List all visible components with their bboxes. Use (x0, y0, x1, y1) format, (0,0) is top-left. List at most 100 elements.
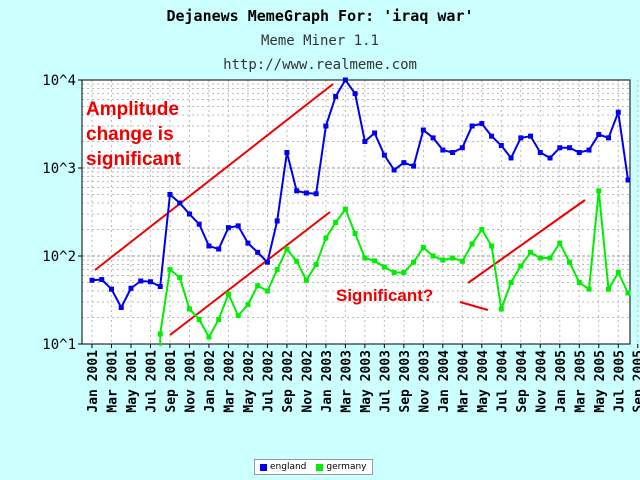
data-point-germany (430, 253, 436, 259)
chart-url: http://www.realmeme.com (223, 57, 417, 73)
data-point-germany (508, 279, 514, 285)
data-point-germany (196, 316, 202, 322)
data-point-england (284, 150, 290, 156)
data-point-england (479, 121, 485, 127)
data-point-germany (450, 255, 456, 261)
x-tick-label: Jan 2004 (437, 350, 452, 413)
data-point-england (381, 152, 387, 158)
x-tick-label: Nov 2001 (183, 350, 198, 413)
data-point-england (352, 91, 358, 97)
data-point-england (167, 191, 173, 197)
legend-swatch-germany (316, 463, 324, 471)
annotation-significant: Significant? (336, 286, 433, 305)
data-point-england (342, 77, 348, 83)
x-tick-label: Sep 2001 (164, 350, 179, 413)
data-point-germany (391, 269, 397, 275)
data-point-germany (323, 235, 329, 241)
data-point-england (323, 123, 329, 129)
x-tick-label: May 2002 (242, 350, 257, 413)
data-point-germany (625, 290, 631, 296)
data-point-germany (615, 269, 621, 275)
legend: england germany (254, 459, 373, 475)
data-point-england (420, 127, 426, 133)
x-tick-label: Sep 2005 (632, 350, 640, 413)
data-point-germany (333, 220, 339, 226)
legend-item-england: england (260, 462, 306, 472)
data-point-germany (313, 262, 319, 268)
y-tick-label: 10^2 (42, 249, 76, 265)
x-tick-label: Jul 2005 (612, 350, 627, 413)
data-point-england (196, 221, 202, 227)
data-point-england (606, 135, 612, 141)
data-point-england (177, 200, 183, 206)
data-point-germany (303, 277, 309, 283)
data-point-england (450, 150, 456, 156)
data-point-germany (411, 259, 417, 265)
data-point-germany (469, 241, 475, 247)
data-point-germany (606, 286, 612, 292)
data-point-germany (264, 288, 270, 294)
data-point-england (108, 286, 114, 292)
data-point-england (508, 155, 514, 161)
data-point-england (411, 163, 417, 169)
legend-label-england: england (270, 462, 307, 472)
x-tick-label: Sep 2003 (398, 350, 413, 413)
plot-frame (81, 79, 631, 345)
data-point-england (459, 145, 465, 151)
data-point-england (528, 133, 534, 139)
x-tick-label: Jan 2002 (203, 350, 218, 413)
data-point-germany (216, 316, 222, 322)
annotation-line (459, 301, 489, 311)
x-tick-label: Sep 2002 (281, 350, 296, 413)
data-point-england (225, 225, 231, 231)
data-point-england (362, 139, 368, 145)
legend-item-germany: germany (316, 462, 367, 472)
data-point-england (440, 147, 446, 153)
legend-label-germany: germany (326, 462, 367, 472)
data-point-germany (420, 244, 426, 250)
x-tick-label: Jan 2005 (554, 350, 569, 413)
x-tick-label: Jul 2003 (378, 350, 393, 413)
data-point-germany (206, 334, 212, 340)
data-point-germany (352, 231, 358, 237)
data-point-germany (401, 269, 407, 275)
y-tick-label: 10^1 (42, 337, 76, 353)
data-point-england (391, 167, 397, 173)
data-point-england (186, 211, 192, 217)
data-point-england (489, 133, 495, 139)
data-point-germany (381, 264, 387, 270)
x-tick-label: Jan 2003 (320, 350, 335, 413)
x-tick-label: May 2004 (476, 350, 491, 413)
x-tick-label: Sep 2004 (515, 350, 530, 413)
data-point-england (576, 150, 582, 156)
data-point-germany (167, 267, 173, 273)
x-tick-label: Jul 2001 (144, 350, 159, 413)
x-tick-label: Mar 2001 (105, 350, 120, 413)
data-point-germany (342, 206, 348, 212)
data-point-germany (225, 291, 231, 297)
data-point-germany (255, 283, 261, 289)
chart-subtitle: Meme Miner 1.1 (260, 33, 379, 49)
data-point-england (99, 277, 105, 283)
data-point-england (274, 218, 280, 224)
x-tick-label: May 2005 (593, 350, 608, 413)
y-tick-label: 10^4 (42, 73, 76, 89)
x-tick-label: Mar 2003 (339, 350, 354, 413)
data-point-germany (567, 259, 573, 265)
data-point-england (401, 160, 407, 166)
data-point-germany (528, 249, 534, 255)
data-point-germany (284, 246, 290, 252)
data-point-germany (177, 274, 183, 280)
x-tick-label: Jan 2001 (86, 350, 101, 413)
data-point-england (615, 109, 621, 115)
data-point-england (264, 259, 270, 265)
data-point-england (216, 246, 222, 252)
x-tick-label: May 2003 (359, 350, 374, 413)
x-tick-label: Nov 2003 (417, 350, 432, 413)
data-point-england (118, 304, 124, 310)
data-point-england (206, 243, 212, 249)
data-point-germany (576, 279, 582, 285)
x-tick-label: Jul 2002 (261, 350, 276, 413)
data-point-england (89, 277, 95, 283)
